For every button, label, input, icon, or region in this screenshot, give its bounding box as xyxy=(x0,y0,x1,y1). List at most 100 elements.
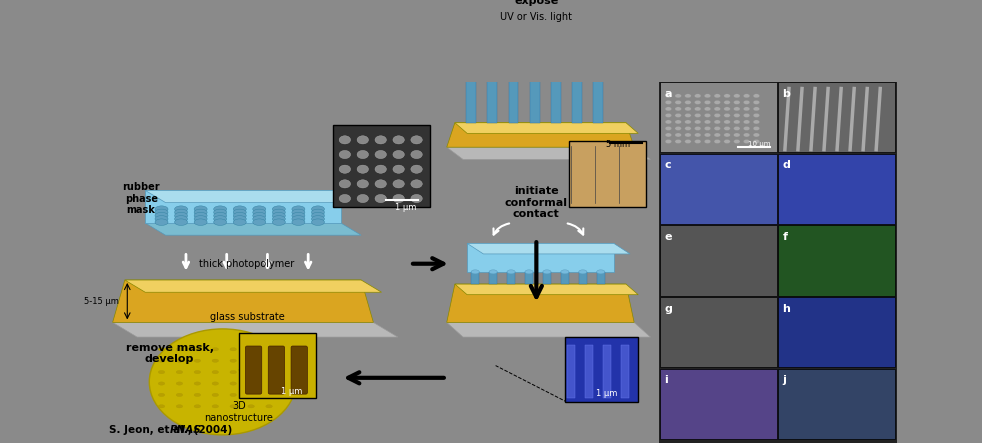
Polygon shape xyxy=(447,123,634,147)
Ellipse shape xyxy=(149,329,296,435)
Ellipse shape xyxy=(724,133,731,137)
Ellipse shape xyxy=(753,94,760,98)
Ellipse shape xyxy=(665,126,672,131)
FancyBboxPatch shape xyxy=(246,346,262,394)
Ellipse shape xyxy=(753,140,760,144)
Ellipse shape xyxy=(684,133,691,137)
Ellipse shape xyxy=(675,133,682,137)
Ellipse shape xyxy=(665,94,672,98)
Bar xyxy=(779,225,895,295)
Polygon shape xyxy=(145,190,341,223)
Ellipse shape xyxy=(734,113,740,117)
Text: g: g xyxy=(664,303,672,314)
Polygon shape xyxy=(447,147,650,159)
Ellipse shape xyxy=(724,113,731,117)
Ellipse shape xyxy=(230,370,237,374)
Ellipse shape xyxy=(194,393,200,396)
Ellipse shape xyxy=(410,136,422,144)
Ellipse shape xyxy=(743,120,750,124)
Ellipse shape xyxy=(375,151,387,159)
Ellipse shape xyxy=(252,209,266,216)
Ellipse shape xyxy=(230,359,237,362)
Text: h: h xyxy=(783,303,791,314)
Ellipse shape xyxy=(466,55,476,60)
Bar xyxy=(578,272,587,284)
FancyBboxPatch shape xyxy=(96,82,659,443)
Text: initiate
conformal
contact: initiate conformal contact xyxy=(505,186,568,219)
Text: e: e xyxy=(664,232,672,242)
Ellipse shape xyxy=(509,55,518,60)
Polygon shape xyxy=(113,323,398,337)
Ellipse shape xyxy=(194,206,207,212)
Ellipse shape xyxy=(561,270,569,274)
Bar xyxy=(573,58,582,123)
Ellipse shape xyxy=(214,212,227,219)
Ellipse shape xyxy=(212,382,219,385)
Ellipse shape xyxy=(704,107,711,111)
Text: a: a xyxy=(664,89,672,98)
Ellipse shape xyxy=(724,100,731,105)
FancyBboxPatch shape xyxy=(268,346,285,394)
Ellipse shape xyxy=(597,270,605,274)
Ellipse shape xyxy=(375,180,387,188)
Ellipse shape xyxy=(675,94,682,98)
Bar xyxy=(779,297,895,367)
Text: i: i xyxy=(664,375,668,385)
Bar xyxy=(660,225,777,295)
Ellipse shape xyxy=(743,113,750,117)
Ellipse shape xyxy=(724,107,731,111)
Ellipse shape xyxy=(214,219,227,225)
Ellipse shape xyxy=(743,107,750,111)
Ellipse shape xyxy=(266,393,272,396)
Polygon shape xyxy=(467,243,630,254)
Ellipse shape xyxy=(233,219,246,225)
Ellipse shape xyxy=(743,126,750,131)
Ellipse shape xyxy=(272,216,286,222)
Polygon shape xyxy=(145,190,361,202)
Ellipse shape xyxy=(724,94,731,98)
Bar xyxy=(471,272,479,284)
Ellipse shape xyxy=(175,219,188,225)
Text: 3D
nanostructure: 3D nanostructure xyxy=(204,401,273,423)
Ellipse shape xyxy=(704,120,711,124)
Ellipse shape xyxy=(734,100,740,105)
Polygon shape xyxy=(145,223,361,235)
Ellipse shape xyxy=(194,212,207,219)
Ellipse shape xyxy=(734,107,740,111)
Text: expose: expose xyxy=(515,0,559,5)
Ellipse shape xyxy=(724,126,731,131)
Ellipse shape xyxy=(212,393,219,396)
Ellipse shape xyxy=(155,216,168,222)
Bar xyxy=(561,272,569,284)
Ellipse shape xyxy=(753,133,760,137)
Ellipse shape xyxy=(272,209,286,216)
Ellipse shape xyxy=(194,370,200,374)
FancyBboxPatch shape xyxy=(565,337,638,402)
Ellipse shape xyxy=(675,126,682,131)
Ellipse shape xyxy=(247,405,254,408)
Ellipse shape xyxy=(339,136,351,144)
Ellipse shape xyxy=(252,206,266,212)
Ellipse shape xyxy=(734,140,740,144)
Ellipse shape xyxy=(212,405,219,408)
Ellipse shape xyxy=(339,194,351,202)
Ellipse shape xyxy=(753,100,760,105)
Ellipse shape xyxy=(393,165,405,173)
Ellipse shape xyxy=(724,140,731,144)
Ellipse shape xyxy=(410,180,422,188)
Ellipse shape xyxy=(694,107,701,111)
Ellipse shape xyxy=(375,136,387,144)
Ellipse shape xyxy=(176,393,183,396)
Ellipse shape xyxy=(393,194,405,202)
Bar xyxy=(487,58,497,123)
Polygon shape xyxy=(125,280,382,292)
Ellipse shape xyxy=(704,113,711,117)
Ellipse shape xyxy=(665,133,672,137)
Ellipse shape xyxy=(176,370,183,374)
Bar xyxy=(660,369,777,439)
Ellipse shape xyxy=(714,126,721,131)
Ellipse shape xyxy=(339,151,351,159)
Ellipse shape xyxy=(694,100,701,105)
Ellipse shape xyxy=(743,100,750,105)
Ellipse shape xyxy=(573,55,582,60)
